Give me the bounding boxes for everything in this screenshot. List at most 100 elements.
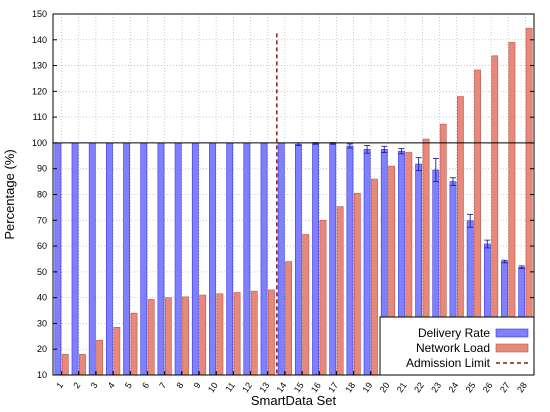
x-tick-label-8: 8 bbox=[174, 380, 185, 390]
x-tick-label-26: 26 bbox=[481, 380, 495, 394]
x-tick-label-19: 19 bbox=[361, 380, 375, 394]
y-tick-label-20: 20 bbox=[37, 344, 47, 354]
y-tick-label-80: 80 bbox=[37, 190, 47, 200]
x-tick-label-24: 24 bbox=[446, 380, 460, 394]
bar-network-load-9 bbox=[199, 294, 207, 376]
x-tick-label-25: 25 bbox=[464, 380, 478, 394]
y-tick-label-30: 30 bbox=[37, 318, 47, 328]
error-bar-delivery-rate-19 bbox=[364, 145, 371, 154]
x-tick-label-4: 4 bbox=[106, 380, 117, 390]
y-tick-label-90: 90 bbox=[37, 164, 47, 174]
y-tick-label-50: 50 bbox=[37, 267, 47, 277]
bar-network-load-17 bbox=[336, 206, 344, 376]
bar-delivery-rate-17 bbox=[329, 143, 337, 376]
x-tick-label-23: 23 bbox=[429, 380, 443, 394]
y-axis-title: Percentage (%) bbox=[2, 149, 17, 239]
bar-delivery-rate-9 bbox=[191, 142, 199, 376]
bar-delivery-rate-16 bbox=[312, 143, 319, 376]
bar-delivery-rate-13 bbox=[260, 142, 268, 376]
x-tick-label-17: 17 bbox=[326, 380, 340, 394]
x-axis-title: SmartData Set bbox=[251, 393, 337, 408]
error-bar-delivery-rate-21 bbox=[398, 148, 405, 155]
bar-network-load-2 bbox=[79, 354, 86, 376]
grid-lines bbox=[53, 13, 534, 376]
y-tick-label-130: 130 bbox=[32, 61, 47, 71]
x-tick-label-1: 1 bbox=[54, 380, 65, 390]
y-tick-label-60: 60 bbox=[37, 241, 47, 251]
bar-delivery-rate-12 bbox=[243, 142, 251, 376]
x-tick-label-5: 5 bbox=[123, 380, 134, 390]
error-bar-delivery-rate-28 bbox=[518, 265, 525, 269]
error-bar-delivery-rate-24 bbox=[449, 177, 456, 186]
x-tick-label-10: 10 bbox=[206, 380, 220, 394]
legend: Delivery Rate Network Load Admission Lim… bbox=[379, 316, 535, 376]
bar-network-load-16 bbox=[319, 219, 327, 376]
bar-network-load-5 bbox=[130, 312, 138, 376]
legend-label-delivery-rate: Delivery Rate bbox=[418, 326, 490, 340]
bar-network-load-11 bbox=[233, 292, 241, 376]
bar-network-load-14 bbox=[285, 261, 293, 376]
x-tick-label-28: 28 bbox=[515, 380, 529, 394]
x-tick-label-13: 13 bbox=[257, 380, 271, 394]
legend-swatch-network-load bbox=[495, 343, 529, 353]
bar-delivery-rate-11 bbox=[226, 142, 234, 376]
legend-label-admission-limit: Admission Limit bbox=[406, 356, 491, 370]
y-tick-label-100: 100 bbox=[32, 138, 47, 148]
bar-delivery-rate-1 bbox=[54, 142, 62, 376]
x-tick-label-9: 9 bbox=[192, 380, 203, 390]
error-bar-delivery-rate-23 bbox=[432, 157, 439, 183]
error-bar-delivery-rate-27 bbox=[501, 259, 508, 264]
bar-network-load-12 bbox=[250, 290, 258, 376]
error-bar-delivery-rate-25 bbox=[467, 213, 474, 228]
bar-delivery-rate-6 bbox=[140, 142, 148, 376]
error-bar-delivery-rate-26 bbox=[484, 239, 491, 249]
bar-network-load-10 bbox=[216, 293, 224, 376]
bar-network-load-3 bbox=[96, 339, 104, 376]
bar-delivery-rate-5 bbox=[123, 142, 131, 376]
x-tick-label-18: 18 bbox=[343, 380, 357, 394]
bar-network-load-15 bbox=[302, 234, 310, 376]
bar-delivery-rate-7 bbox=[157, 142, 165, 376]
bar-network-load-13 bbox=[268, 289, 275, 376]
bar-delivery-rate-2 bbox=[71, 142, 79, 376]
x-tick-label-22: 22 bbox=[412, 380, 426, 394]
bar-network-load-1 bbox=[61, 354, 69, 376]
bar-delivery-rate-3 bbox=[88, 142, 96, 376]
y-tick-label-140: 140 bbox=[32, 35, 47, 45]
x-tick-label-12: 12 bbox=[240, 380, 254, 394]
x-tick-label-2: 2 bbox=[71, 380, 82, 390]
error-bar-delivery-rate-22 bbox=[415, 157, 422, 171]
bar-delivery-rate-4 bbox=[106, 142, 113, 376]
y-tick-label-120: 120 bbox=[32, 86, 47, 96]
legend-swatch-delivery-rate bbox=[495, 328, 529, 338]
bar-network-load-4 bbox=[113, 326, 121, 376]
bar-network-load-18 bbox=[353, 192, 361, 376]
bar-delivery-rate-8 bbox=[174, 142, 182, 376]
x-tick-label-16: 16 bbox=[309, 380, 323, 394]
y-tick-label-110: 110 bbox=[33, 112, 47, 122]
y-tick-label-150: 150 bbox=[32, 9, 47, 19]
legend-label-network-load: Network Load bbox=[416, 341, 490, 355]
legend-box bbox=[379, 316, 535, 376]
bar-network-load-8 bbox=[182, 296, 189, 376]
x-tick-label-11: 11 bbox=[223, 380, 237, 393]
x-tick-label-15: 15 bbox=[292, 380, 306, 394]
bar-network-load-7 bbox=[164, 297, 172, 376]
bar-delivery-rate-18 bbox=[346, 145, 354, 376]
bar-delivery-rate-10 bbox=[209, 142, 216, 376]
error-bars bbox=[295, 142, 525, 269]
x-tick-label-21: 21 bbox=[395, 380, 409, 394]
x-tick-label-20: 20 bbox=[378, 380, 392, 394]
x-tick-label-27: 27 bbox=[498, 380, 512, 394]
bar-delivery-rate-15 bbox=[294, 143, 302, 376]
x-tick-label-14: 14 bbox=[275, 380, 289, 394]
bar-delivery-rate-14 bbox=[277, 142, 285, 376]
y-tick-label-40: 40 bbox=[37, 293, 47, 303]
y-tick-label-10: 10 bbox=[37, 370, 47, 380]
bar-delivery-rate-19 bbox=[363, 149, 371, 376]
bar-network-load-19 bbox=[371, 178, 378, 376]
error-bar-delivery-rate-18 bbox=[346, 143, 353, 149]
error-bar-delivery-rate-20 bbox=[381, 145, 388, 153]
x-tick-label-6: 6 bbox=[140, 380, 151, 390]
